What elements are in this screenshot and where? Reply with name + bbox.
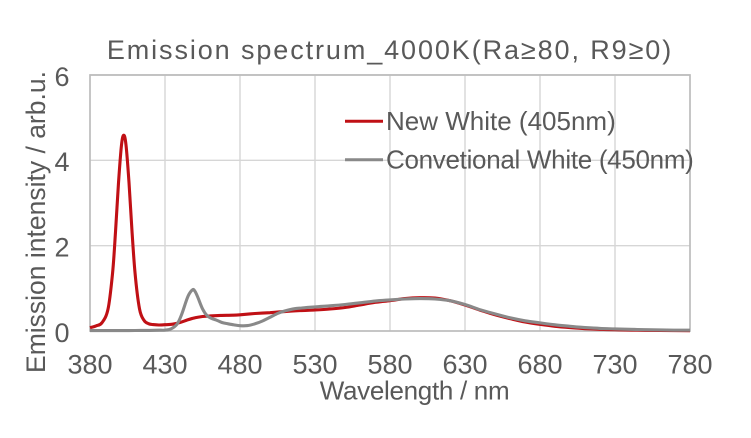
- svg-text:Convetional White (450nm): Convetional White (450nm): [386, 145, 694, 175]
- svg-text:380: 380: [67, 350, 112, 380]
- svg-text:Emission intensity / arb.u.: Emission intensity / arb.u.: [21, 71, 51, 373]
- svg-text:780: 780: [667, 350, 712, 380]
- svg-text:Emission spectrum_4000K(Ra≥80,: Emission spectrum_4000K(Ra≥80, R9≥0): [107, 35, 673, 65]
- svg-text:730: 730: [592, 350, 637, 380]
- svg-text:Wavelength / nm: Wavelength / nm: [320, 376, 510, 406]
- svg-text:430: 430: [142, 350, 187, 380]
- svg-text:680: 680: [517, 350, 562, 380]
- svg-text:630: 630: [442, 350, 487, 380]
- svg-text:0: 0: [54, 318, 69, 348]
- svg-text:480: 480: [217, 350, 262, 380]
- svg-text:New White (405nm): New White (405nm): [386, 106, 616, 136]
- svg-text:6: 6: [54, 62, 69, 92]
- svg-text:580: 580: [367, 350, 412, 380]
- svg-text:2: 2: [54, 233, 69, 263]
- svg-text:4: 4: [54, 147, 69, 177]
- svg-text:530: 530: [292, 350, 337, 380]
